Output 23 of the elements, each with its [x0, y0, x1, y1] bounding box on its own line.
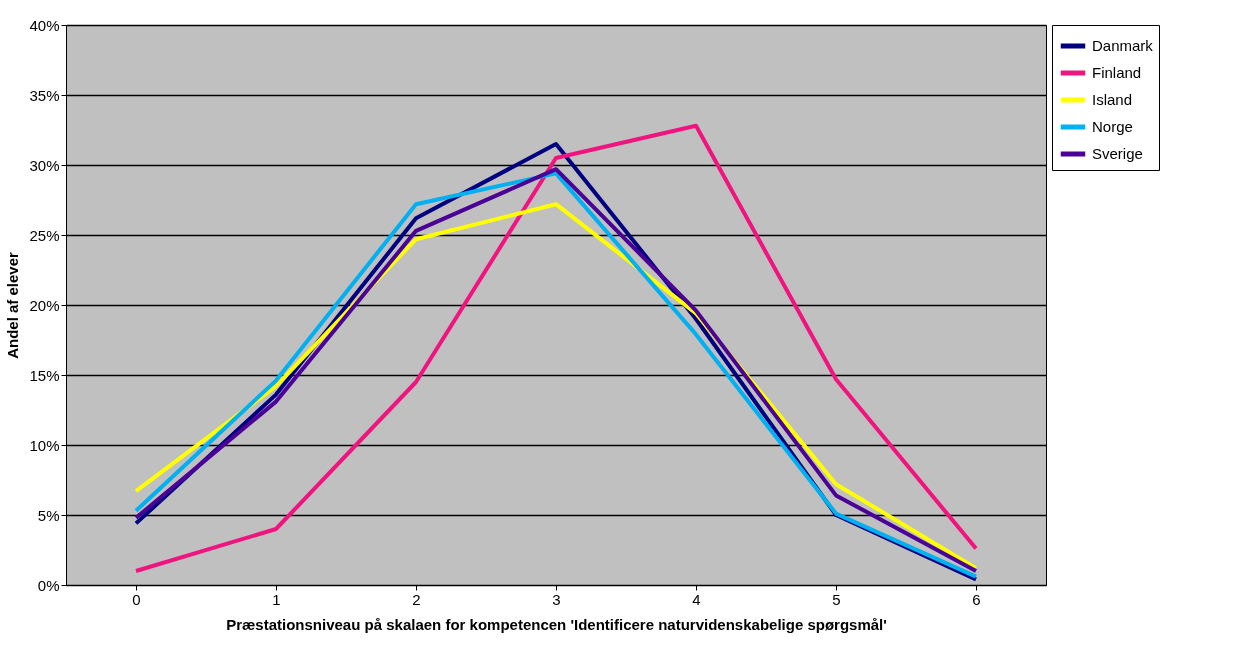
- x-tick-label: 0: [132, 590, 141, 608]
- x-tick-label: 6: [972, 590, 981, 608]
- x-axis-title: Præstationsniveau på skalaen for kompetencen 'Identificere naturvidenskabelige spørgsmål': [226, 615, 887, 633]
- y-tick-label: 35%: [29, 86, 60, 104]
- y-tick-label: 20%: [29, 296, 60, 314]
- legend-label: Sverige: [1092, 145, 1143, 162]
- y-tick-label: 25%: [29, 226, 60, 244]
- y-tick-label: 0%: [37, 576, 60, 594]
- y-tick-label: 15%: [29, 366, 60, 384]
- y-tick-label: 10%: [29, 436, 60, 454]
- x-tick-label: 5: [832, 590, 841, 608]
- x-tick-label: 1: [272, 590, 281, 608]
- y-tick-label: 40%: [29, 16, 60, 34]
- y-tick-label: 30%: [29, 156, 60, 174]
- legend-label: Danmark: [1092, 37, 1154, 54]
- y-tick-label: 5%: [37, 506, 60, 524]
- legend-label: Finland: [1092, 64, 1142, 81]
- x-tick-label: 4: [692, 590, 701, 608]
- legend-label: Island: [1092, 91, 1133, 108]
- x-tick-label: 2: [412, 590, 421, 608]
- y-axis-title: Andel af elever: [4, 251, 22, 359]
- x-tick-label: 3: [552, 590, 561, 608]
- legend-label: Norge: [1092, 118, 1133, 135]
